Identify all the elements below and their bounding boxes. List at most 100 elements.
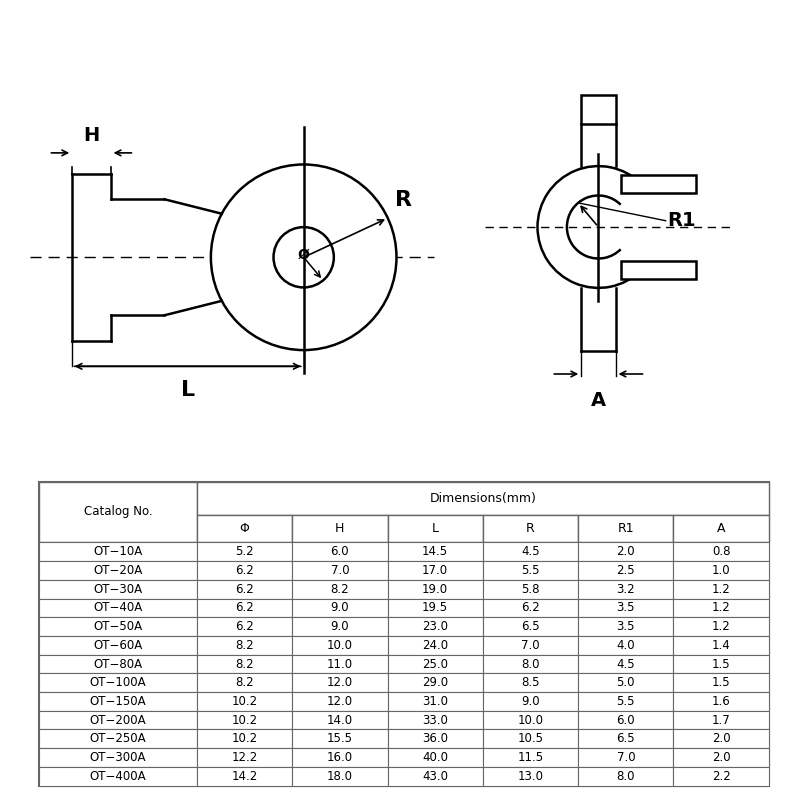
Text: H: H (83, 126, 99, 145)
Text: OT−250A: OT−250A (90, 732, 146, 746)
Text: 17.0: 17.0 (422, 564, 448, 577)
Bar (292, 748, 387, 767)
Bar (292, 730, 387, 748)
Text: L: L (432, 522, 438, 535)
Text: 5.0: 5.0 (617, 676, 635, 690)
Bar (39, 636, 197, 654)
Bar (292, 710, 387, 730)
Text: 8.0: 8.0 (617, 770, 635, 782)
Bar (483, 692, 578, 710)
Text: 10.2: 10.2 (231, 695, 258, 708)
Text: 36.0: 36.0 (422, 732, 448, 746)
Bar (197, 598, 292, 618)
Bar (387, 636, 483, 654)
Bar (578, 654, 674, 674)
Bar (39, 730, 197, 748)
Bar (197, 748, 292, 767)
Text: OT−150A: OT−150A (90, 695, 146, 708)
Circle shape (211, 165, 397, 350)
Bar (39, 767, 197, 786)
Text: 6.2: 6.2 (235, 564, 254, 577)
Text: R1: R1 (668, 211, 696, 230)
Bar (387, 515, 483, 542)
Bar (387, 618, 483, 636)
Bar (578, 636, 674, 654)
Text: OT−80A: OT−80A (94, 658, 142, 670)
Bar (578, 748, 674, 767)
Bar (387, 654, 483, 674)
Bar (197, 515, 292, 542)
Text: 3.5: 3.5 (617, 620, 635, 633)
Text: 1.6: 1.6 (712, 695, 730, 708)
Bar (39, 710, 197, 730)
Text: 1.0: 1.0 (712, 564, 730, 577)
Bar (578, 730, 674, 748)
Text: 9.0: 9.0 (330, 620, 349, 633)
Text: 19.5: 19.5 (422, 602, 448, 614)
Bar (39, 674, 197, 692)
Text: 10.0: 10.0 (327, 638, 353, 652)
Bar (483, 654, 578, 674)
Text: 2.0: 2.0 (617, 546, 635, 558)
Text: 9.0: 9.0 (330, 602, 349, 614)
Bar (292, 618, 387, 636)
Bar (387, 674, 483, 692)
Bar (197, 482, 769, 515)
Bar (39, 654, 197, 674)
Text: 5.5: 5.5 (617, 695, 635, 708)
Text: OT−300A: OT−300A (90, 751, 146, 764)
Bar (197, 542, 292, 561)
Text: A: A (717, 522, 726, 535)
Bar (292, 674, 387, 692)
Text: R1: R1 (618, 522, 634, 535)
Text: OT−60A: OT−60A (94, 638, 142, 652)
Text: 9.0: 9.0 (521, 695, 540, 708)
Bar (483, 515, 578, 542)
Text: 15.5: 15.5 (327, 732, 353, 746)
Text: OT−20A: OT−20A (94, 564, 142, 577)
Text: 8.5: 8.5 (522, 676, 540, 690)
Bar (387, 692, 483, 710)
Text: 5.8: 5.8 (522, 582, 540, 596)
Bar (578, 561, 674, 580)
Bar (483, 748, 578, 767)
Bar (621, 262, 696, 279)
Bar (674, 636, 769, 654)
Text: 8.2: 8.2 (235, 638, 254, 652)
Bar (387, 542, 483, 561)
Bar (197, 730, 292, 748)
Circle shape (274, 227, 334, 287)
Text: 6.5: 6.5 (521, 620, 540, 633)
Bar (39, 561, 197, 580)
Text: OT−200A: OT−200A (90, 714, 146, 726)
Text: 25.0: 25.0 (422, 658, 448, 670)
Text: 4.0: 4.0 (617, 638, 635, 652)
Bar (483, 580, 578, 598)
Text: 14.0: 14.0 (326, 714, 353, 726)
Text: L: L (181, 380, 194, 400)
Text: 7.0: 7.0 (330, 564, 349, 577)
Bar (581, 94, 616, 124)
Bar (483, 710, 578, 730)
Text: OT−400A: OT−400A (90, 770, 146, 782)
Bar (674, 618, 769, 636)
Bar (674, 674, 769, 692)
Text: 5.2: 5.2 (235, 546, 254, 558)
Bar (483, 636, 578, 654)
Bar (483, 730, 578, 748)
Text: 1.4: 1.4 (712, 638, 730, 652)
Text: Catalog No.: Catalog No. (84, 506, 152, 518)
Bar (197, 654, 292, 674)
Text: 8.2: 8.2 (235, 658, 254, 670)
Bar (674, 654, 769, 674)
Bar (483, 561, 578, 580)
Bar (674, 542, 769, 561)
Bar (578, 580, 674, 598)
Text: 1.2: 1.2 (712, 620, 730, 633)
Text: 13.0: 13.0 (518, 770, 543, 782)
Text: 33.0: 33.0 (422, 714, 448, 726)
Text: 5.5: 5.5 (522, 564, 540, 577)
Text: Dimensions(mm): Dimensions(mm) (430, 492, 536, 505)
Text: 6.0: 6.0 (330, 546, 349, 558)
Bar (578, 692, 674, 710)
